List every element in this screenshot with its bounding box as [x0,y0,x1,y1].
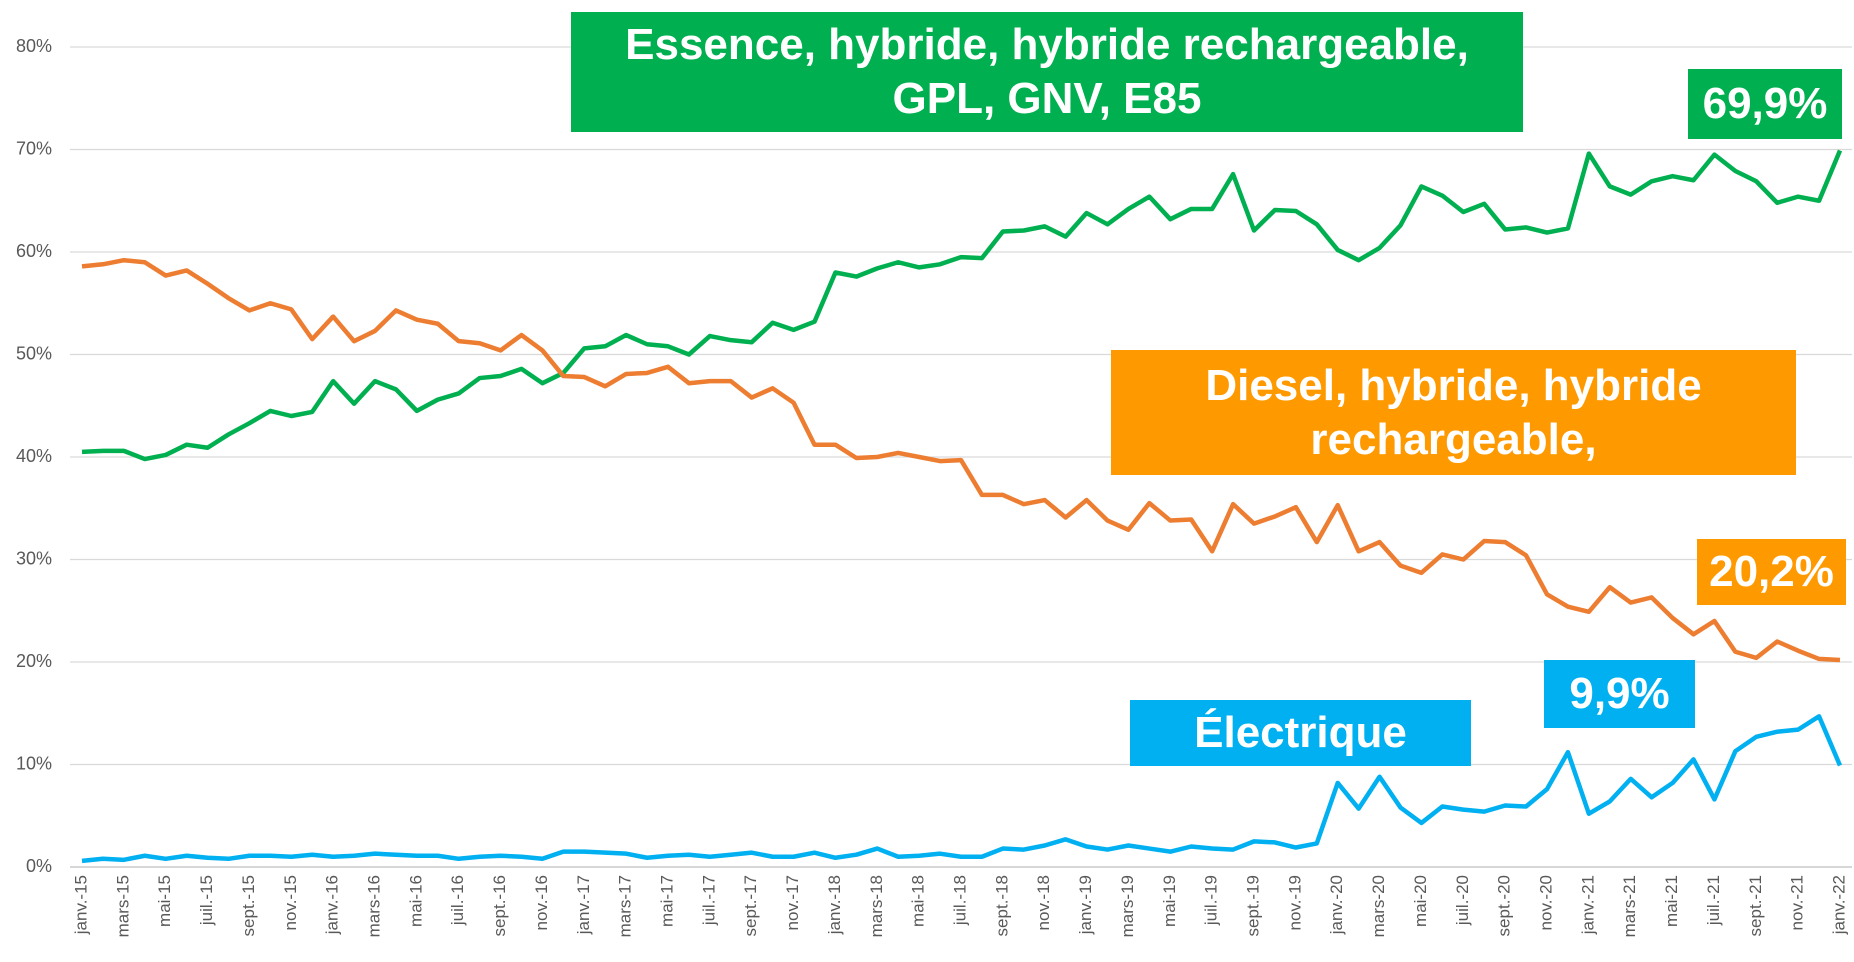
y-tick-label: 40% [16,446,52,466]
end-label: 9,9% [1544,660,1695,728]
end-label: 20,2% [1697,539,1846,605]
y-tick-label: 50% [16,343,52,363]
end-label: 69,9% [1688,69,1842,139]
x-tick-label: mai-19 [1160,875,1179,927]
series-label: Électrique [1130,700,1471,766]
x-tick-label: mars-18 [867,875,886,937]
x-tick-label: mai-21 [1662,875,1681,927]
x-tick-label: juil.-20 [1453,875,1472,926]
x-tick-label: nov.-19 [1285,875,1304,930]
x-tick-label: nov.-18 [1034,875,1053,930]
x-tick-label: janv.-22 [1829,875,1848,935]
series-line [81,149,1843,462]
x-tick-label: mai-15 [155,875,174,927]
x-tick-label: mars-17 [616,875,635,937]
x-tick-label: mai-18 [909,875,928,927]
x-tick-label: sept.-16 [490,875,509,936]
x-tick-label: sept.-17 [741,875,760,936]
x-tick-label: mars-16 [364,875,383,937]
x-tick-label: sept.-18 [992,875,1011,936]
x-tick-label: sept.-15 [239,875,258,936]
y-tick-label: 30% [16,548,52,568]
y-tick-label: 20% [16,651,52,671]
series-label: Diesel, hybride, hybride rechargeable, [1111,350,1796,475]
x-tick-label: janv.-16 [323,875,342,935]
x-tick-label: sept.-20 [1495,875,1514,936]
x-tick-label: nov.-21 [1788,875,1807,930]
x-tick-label: mars-21 [1620,875,1639,937]
x-tick-label: sept.-21 [1746,875,1765,936]
y-tick-label: 0% [26,856,52,876]
x-tick-label: mars-20 [1369,875,1388,937]
x-tick-label: janv.-15 [71,875,90,935]
series-line [81,714,1843,864]
x-tick-label: nov.-15 [281,875,300,930]
y-tick-label: 10% [16,753,52,773]
x-tick-label: janv.-21 [1578,875,1597,935]
y-tick-label: 80% [16,36,52,56]
x-tick-label: janv.-17 [574,875,593,935]
x-tick-label: juil.-21 [1704,875,1723,926]
x-tick-label: nov.-20 [1536,875,1555,930]
y-tick-label: 70% [16,138,52,158]
x-tick-label: juil.-19 [1202,875,1221,926]
series-line [81,257,1841,663]
x-tick-label: nov.-16 [532,875,551,930]
x-tick-label: janv.-18 [825,875,844,935]
x-tick-label: nov.-17 [783,875,802,930]
x-tick-label: juil.-17 [699,875,718,926]
x-tick-label: juil.-16 [448,875,467,926]
y-tick-label: 60% [16,241,52,261]
series-label: Essence, hybride, hybride rechargeable, … [571,12,1523,132]
x-tick-label: janv.-19 [1076,875,1095,935]
x-tick-label: mai-20 [1411,875,1430,927]
x-tick-label: mars-15 [113,875,132,937]
x-tick-label: mai-16 [406,875,425,927]
x-tick-label: mai-17 [657,875,676,927]
x-tick-label: sept.-19 [1243,875,1262,936]
x-tick-label: juil.-18 [950,875,969,926]
x-tick-label: mars-19 [1118,875,1137,937]
x-tick-label: janv.-20 [1327,875,1346,935]
x-tick-label: juil.-15 [197,875,216,926]
